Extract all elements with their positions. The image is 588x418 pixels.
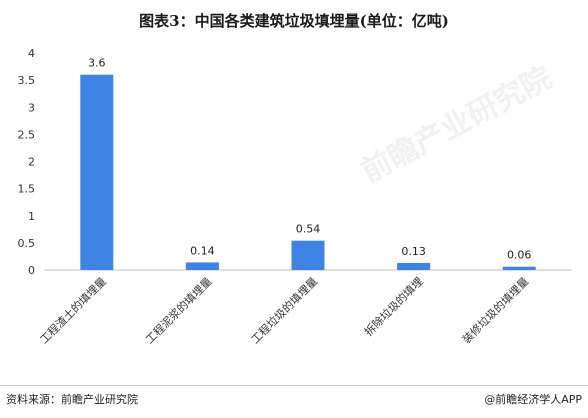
- y-tick-label: 0.5: [18, 237, 36, 250]
- bar: [185, 262, 219, 270]
- source-text: 资料来源：前瞻产业研究院: [6, 393, 138, 406]
- data-label: 0.13: [401, 245, 426, 258]
- y-tick-label: 2: [28, 156, 35, 169]
- x-tick-label: 拆除垃圾的填埋: [361, 274, 425, 338]
- data-label: 0.14: [190, 244, 215, 257]
- y-axis-ticks: 0 0.5 1 1.5 2 2.5 3 3.5 4: [18, 47, 36, 277]
- bars: [80, 74, 536, 270]
- data-label: 0.06: [507, 249, 532, 262]
- data-label: 0.54: [296, 223, 321, 236]
- bar: [502, 266, 536, 270]
- brand-text: @前瞻经济学人APP: [484, 393, 582, 406]
- y-tick-label: 0: [28, 264, 35, 277]
- y-tick-label: 1: [28, 210, 35, 223]
- y-tick-label: 1.5: [18, 183, 36, 196]
- bar: [397, 262, 431, 270]
- data-labels: 3.6 0.14 0.54 0.13 0.06: [88, 57, 531, 262]
- y-tick-label: 3.5: [18, 74, 36, 87]
- x-tick-label: 工程泥浆的填埋量: [142, 274, 214, 346]
- x-tick-label: 工程渣土的填埋量: [37, 274, 109, 346]
- x-tick-label: 工程垃圾的填埋量: [248, 274, 320, 346]
- y-tick-label: 4: [28, 47, 35, 60]
- data-label: 3.6: [88, 57, 106, 70]
- y-tick-label: 3: [28, 101, 35, 114]
- chart-title: 图表3：中国各类建筑垃圾填埋量(单位：亿吨): [139, 12, 449, 30]
- bar: [80, 74, 114, 270]
- footer-divider: [0, 385, 588, 386]
- x-axis-labels: 工程渣土的填埋量 工程泥浆的填埋量 工程垃圾的填埋量 拆除垃圾的填埋 装修垃圾的填埋量: [37, 274, 532, 346]
- y-tick-label: 2.5: [18, 128, 36, 141]
- x-tick-label: 装修垃圾的填埋量: [459, 274, 531, 346]
- bar: [291, 240, 325, 270]
